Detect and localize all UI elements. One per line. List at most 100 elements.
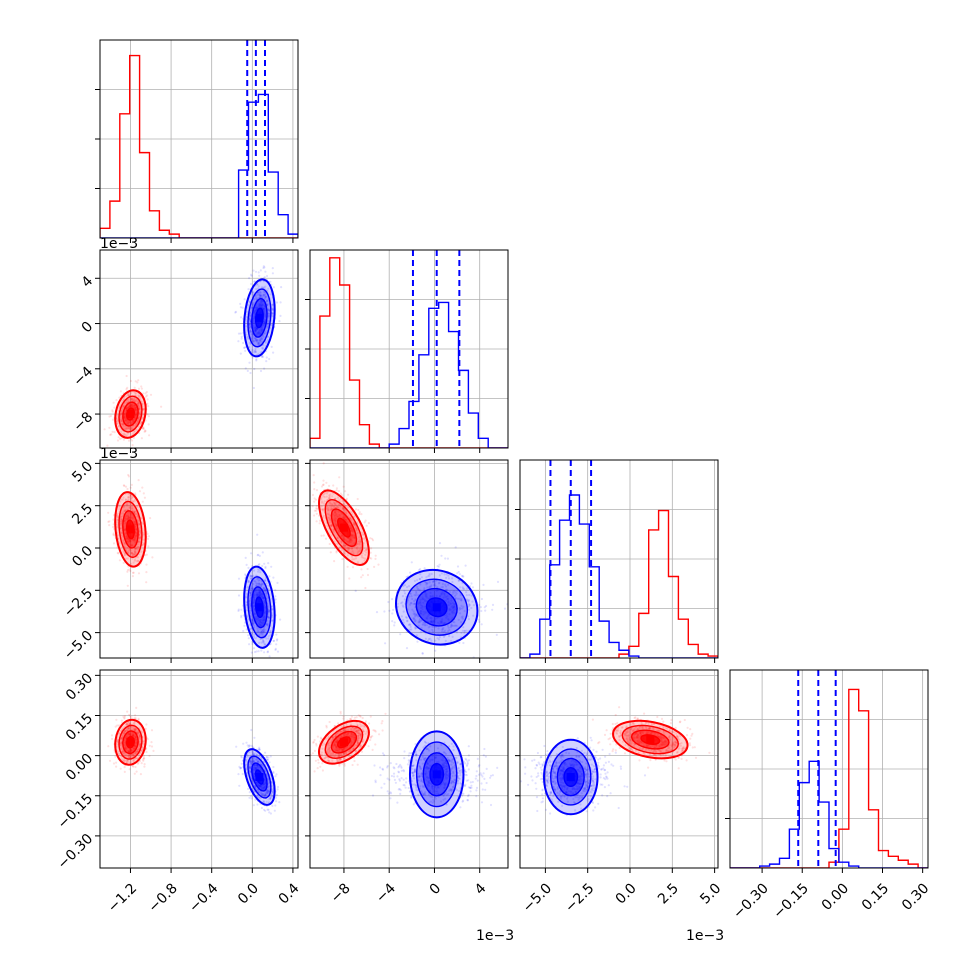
scatter-point bbox=[497, 581, 499, 583]
scatter-point bbox=[112, 411, 114, 413]
scatter-point bbox=[315, 510, 317, 512]
scatter-point bbox=[343, 486, 345, 488]
scatter-point bbox=[132, 572, 134, 574]
y-tick-label: −4 bbox=[70, 364, 96, 390]
scatter-point bbox=[357, 509, 359, 511]
scatter-point bbox=[140, 385, 142, 387]
scatter-point bbox=[115, 762, 117, 764]
scatter-point bbox=[347, 566, 349, 568]
scatter-point bbox=[375, 555, 377, 557]
scatter-point bbox=[239, 303, 241, 305]
scatter-point bbox=[316, 513, 318, 515]
scatter-point bbox=[316, 489, 318, 491]
scatter-point bbox=[323, 462, 325, 464]
scatter-point bbox=[496, 634, 498, 636]
scatter-point bbox=[253, 647, 255, 649]
scatter-point bbox=[314, 497, 316, 499]
scatter-point bbox=[367, 568, 369, 570]
scatter-point bbox=[267, 809, 269, 811]
scatter-point bbox=[374, 558, 376, 560]
scatter-point bbox=[418, 569, 420, 571]
scatter-point bbox=[308, 494, 310, 496]
scatter-point bbox=[143, 758, 145, 760]
scatter-point bbox=[273, 640, 275, 642]
scatter-point bbox=[138, 572, 140, 574]
scatter-point bbox=[275, 598, 277, 600]
scatter-point bbox=[132, 766, 134, 768]
scatter-point bbox=[274, 649, 276, 651]
scatter-point bbox=[136, 381, 138, 383]
scatter-point bbox=[261, 565, 263, 567]
scatter-point bbox=[276, 794, 278, 796]
scatter-point bbox=[434, 650, 436, 652]
scatter-point bbox=[107, 745, 109, 747]
scatter-point bbox=[478, 621, 480, 623]
scatter-point bbox=[272, 577, 274, 579]
scatter-point bbox=[140, 773, 142, 775]
scatter-point bbox=[148, 755, 150, 757]
scatter-point bbox=[119, 559, 121, 561]
scatter-point bbox=[371, 538, 373, 540]
scatter-point bbox=[272, 267, 274, 269]
scatter-point bbox=[115, 719, 117, 721]
scatter-point bbox=[264, 752, 266, 754]
scatter-point bbox=[243, 625, 245, 627]
scatter-point bbox=[265, 667, 267, 669]
scatter-point bbox=[336, 489, 338, 491]
scatter-point bbox=[149, 745, 151, 747]
scatter-point bbox=[266, 756, 268, 758]
scatter-point bbox=[238, 609, 240, 611]
scatter-point bbox=[252, 270, 254, 272]
scatter-point bbox=[245, 367, 247, 369]
scatter-point bbox=[274, 589, 276, 591]
scatter-point bbox=[115, 399, 117, 401]
scatter-point bbox=[377, 564, 379, 566]
scatter-point bbox=[114, 431, 116, 433]
scatter-point bbox=[462, 642, 464, 644]
scatter-point bbox=[132, 575, 134, 577]
scatter-point bbox=[409, 572, 411, 574]
scatter-point bbox=[117, 552, 119, 554]
scatter-point bbox=[457, 565, 459, 567]
scatter-point bbox=[424, 567, 426, 569]
scatter-point bbox=[248, 362, 250, 364]
scatter-point bbox=[138, 718, 140, 720]
scatter-point bbox=[143, 428, 145, 430]
scatter-point bbox=[454, 658, 456, 660]
scatter-point bbox=[313, 514, 315, 516]
panel-r0-c0 bbox=[95, 40, 298, 243]
scatter-point bbox=[391, 612, 393, 614]
scatter-point bbox=[248, 643, 250, 645]
scatter-point bbox=[274, 595, 276, 597]
scatter-point bbox=[250, 283, 252, 285]
scatter-point bbox=[121, 720, 123, 722]
histogram-blue bbox=[310, 302, 508, 448]
scatter-point bbox=[150, 741, 152, 743]
scatter-point bbox=[130, 487, 132, 489]
scatter-point bbox=[388, 610, 390, 612]
scatter-point bbox=[126, 387, 128, 389]
scatter-point bbox=[387, 601, 389, 603]
scatter-point bbox=[472, 586, 474, 588]
scatter-point bbox=[126, 488, 128, 490]
scatter-point bbox=[352, 566, 354, 568]
scatter-point bbox=[416, 641, 418, 643]
scatter-point bbox=[244, 298, 246, 300]
scatter-point bbox=[143, 492, 145, 494]
scatter-point bbox=[240, 609, 242, 611]
scatter-point bbox=[251, 275, 253, 277]
scatter-point bbox=[253, 387, 255, 389]
scatter-point bbox=[253, 368, 255, 370]
scatter-point bbox=[259, 660, 261, 662]
scatter-point bbox=[267, 562, 269, 564]
scatter-point bbox=[131, 484, 133, 486]
scatter-point bbox=[260, 269, 262, 271]
scatter-point bbox=[148, 535, 150, 537]
scatter-point bbox=[320, 535, 322, 537]
scatter-point bbox=[271, 346, 273, 348]
scatter-point bbox=[359, 511, 361, 513]
scatter-point bbox=[146, 554, 148, 556]
scatter-point bbox=[273, 286, 275, 288]
scatter-point bbox=[307, 490, 309, 492]
scatter-point bbox=[127, 569, 129, 571]
